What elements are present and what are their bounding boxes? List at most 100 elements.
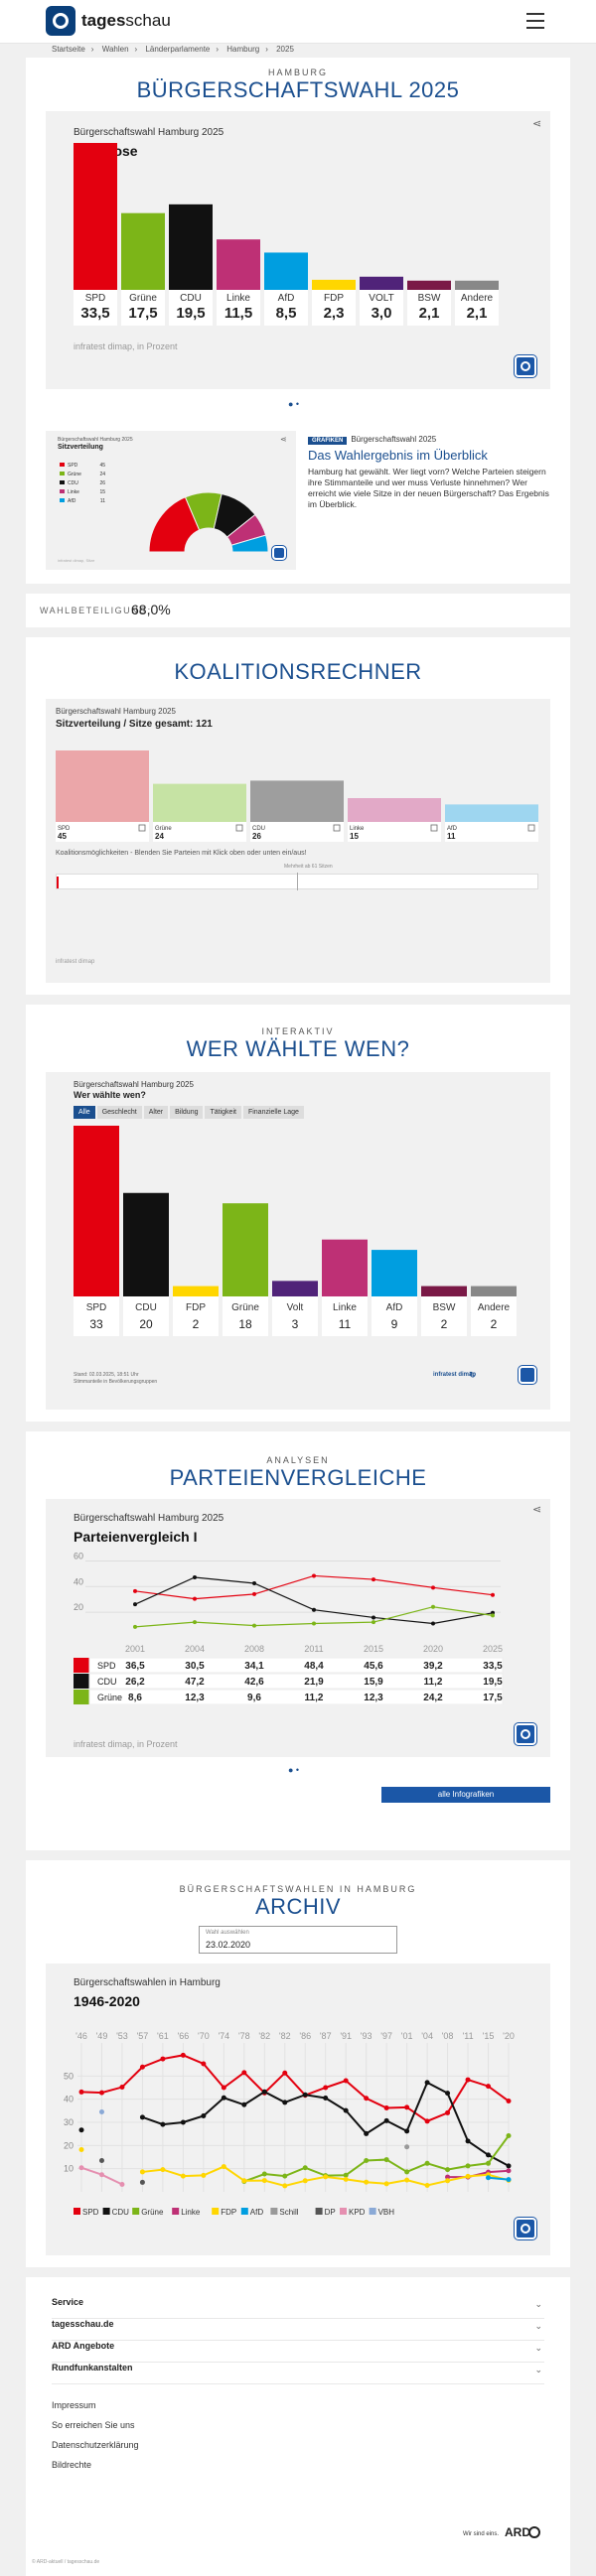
teaser-thumbnail[interactable]: Bürgerschaftswahl Hamburg 2025 Sitzverte…: [46, 431, 296, 570]
thumb-legend-row: CDU 26: [60, 480, 105, 489]
x-tick: 2025: [483, 1644, 503, 1654]
ard-icon[interactable]: [514, 2217, 537, 2240]
share-icon[interactable]: ⋖: [532, 118, 542, 130]
teaser-badge: GRAFIKEN: [308, 437, 348, 445]
teaser-text[interactable]: GRAFIKEN Bürgerschaftswahl 2025 Das Wahle…: [308, 435, 556, 510]
tab-geschlecht[interactable]: Geschlecht: [96, 1106, 142, 1119]
section-kicker: HAMBURG: [267, 68, 328, 77]
series-point: [252, 1623, 256, 1628]
series-point: [431, 1604, 435, 1609]
share-icon[interactable]: ⋖: [280, 435, 287, 444]
site-footer: Service ⌄ tagesschau.de ⌄ ARD Angebote ⌄ Ru…: [26, 2277, 570, 2576]
whovoted-bar: [322, 1239, 368, 1296]
coalition-party: SPD: [58, 826, 71, 832]
prognose-label-bg: [407, 290, 451, 326]
whovoted-category: Grüne: [231, 1302, 259, 1313]
menu-icon[interactable]: [526, 13, 544, 29]
tab-finanzielle-lage[interactable]: Finanzielle Lage: [242, 1106, 304, 1119]
whovoted-category: Linke: [333, 1302, 357, 1313]
reload-icon[interactable]: ↻: [469, 1370, 477, 1380]
table-cell: 26,2: [125, 1677, 145, 1688]
teaser-kicker: Bürgerschaftswahl 2025: [351, 435, 437, 444]
all-infographics-button[interactable]: alle Infografiken: [381, 1787, 550, 1803]
x-tick: '11: [463, 2031, 474, 2041]
breadcrumb-item[interactable]: Startseite: [52, 45, 85, 54]
whovoted-title: WER WÄHLTE WEN?: [186, 1036, 410, 1061]
coalition-seats: 26: [252, 832, 261, 841]
select-label: Wahl auswählen: [206, 1930, 249, 1936]
prognose-label-bg: [169, 290, 213, 326]
tagesschau-logo-icon[interactable]: [46, 6, 75, 36]
prognose-value: 3,0: [372, 305, 392, 322]
ard-icon[interactable]: [514, 354, 537, 378]
turnout-label: WAHLBETEILIGUNG:: [40, 606, 152, 615]
y-tick: 40: [64, 2095, 74, 2104]
teaser-headline[interactable]: Das Wahlergebnis im Überblick: [308, 448, 488, 463]
table-cell: 42,6: [244, 1677, 264, 1688]
footer-link[interactable]: So erreichen Sie uns: [52, 2420, 135, 2430]
footer-accordion[interactable]: ARD Angebote ⌄: [52, 2341, 544, 2363]
x-tick: '01: [401, 2031, 413, 2041]
whovoted-subtitle: Bürgerschaftswahl Hamburg 2025: [74, 1080, 194, 1089]
footer-accordion[interactable]: tagesschau.de ⌄: [52, 2319, 544, 2341]
brand-wordmark[interactable]: tagesschau: [81, 11, 171, 30]
whovoted-bar: [74, 1126, 119, 1296]
whovoted-bar: [372, 1250, 417, 1296]
whovoted-value: 18: [238, 1317, 252, 1331]
whovoted-value: 2: [193, 1317, 200, 1331]
footer-link[interactable]: Impressum: [52, 2400, 96, 2410]
prognose-category: VOLT: [369, 293, 393, 304]
compare-title: PARTEIENVERGLEICHE: [169, 1465, 427, 1490]
whovoted-value: 9: [391, 1317, 398, 1331]
share-icon[interactable]: ⋖: [532, 1504, 542, 1516]
compare-source: infratest dimap, in Prozent: [74, 1739, 178, 1749]
footer-accordion[interactable]: Rundfunkanstalten ⌄: [52, 2363, 544, 2384]
table-cell: 9,6: [247, 1693, 261, 1703]
breadcrumb-item[interactable]: Hamburg: [226, 45, 260, 54]
ard-icon[interactable]: [518, 1365, 537, 1385]
whovoted-category: Volt: [287, 1302, 304, 1313]
table-cell: 15,9: [364, 1677, 383, 1688]
breadcrumb-item[interactable]: Wahlen: [101, 45, 129, 54]
tab-alter[interactable]: Alter: [143, 1106, 169, 1119]
legend-swatch: [74, 2208, 80, 2215]
coalition-seats: 45: [58, 832, 67, 841]
archive-section: BÜRGERSCHAFTSWAHLEN IN HAMBURG ARCHIV Wa…: [26, 1860, 570, 2267]
coalition-checkbox: [333, 824, 341, 832]
teaser-body: Hamburg hat gewählt. Wer liegt vorn? Wel…: [308, 467, 549, 509]
table-cell: 48,4: [304, 1661, 324, 1672]
archive-card: Bürgerschaftswahlen in Hamburg 1946-2020…: [46, 1964, 550, 2255]
breadcrumb-item[interactable]: Länderparlamente: [145, 45, 211, 54]
carousel-dots[interactable]: ● •: [288, 399, 300, 409]
whovoted-bar: [471, 1286, 517, 1296]
series-point: [98, 2109, 104, 2114]
footer-link[interactable]: Bildrechte: [52, 2460, 92, 2470]
whovoted-note-2: Stimmanteile in Bevölkerungsgruppen: [74, 1379, 158, 1385]
x-tick: '97: [380, 2031, 392, 2041]
tab-alle[interactable]: Alle: [74, 1106, 95, 1119]
footer-accordion[interactable]: Service ⌄: [52, 2297, 544, 2319]
ard-logo[interactable]: ARD: [505, 2525, 530, 2539]
whovoted-category: AfD: [386, 1302, 403, 1313]
carousel-dots[interactable]: ● •: [288, 1765, 300, 1775]
whovoted-label-bg: [421, 1296, 467, 1336]
series-line: [488, 2176, 510, 2181]
footer-link[interactable]: Datenschutzerklärung: [52, 2440, 139, 2450]
coalition-bar[interactable]: [56, 873, 538, 890]
ard-icon[interactable]: [514, 1722, 537, 1746]
election-select[interactable]: Wahl auswählen 23.02.2020: [199, 1926, 397, 1954]
majority-label: Mehrheit ab 61 Sitzen: [284, 864, 333, 870]
tab-bildung[interactable]: Bildung: [170, 1106, 204, 1119]
whovoted-label-bg: [372, 1296, 417, 1336]
compare-subtitle: Bürgerschaftswahl Hamburg 2025: [74, 1513, 224, 1524]
tab-taetigkeit[interactable]: Tätigkeit: [205, 1106, 241, 1119]
legend-swatch: [212, 2208, 220, 2215]
coalition-seats: 24: [155, 832, 164, 841]
prognose-value: 2,3: [324, 305, 345, 322]
chevron-down-icon: ⌄: [534, 2299, 542, 2309]
series-point: [312, 1621, 316, 1626]
legend-swatch: [102, 2208, 110, 2215]
series-name: CDU: [97, 1677, 117, 1687]
